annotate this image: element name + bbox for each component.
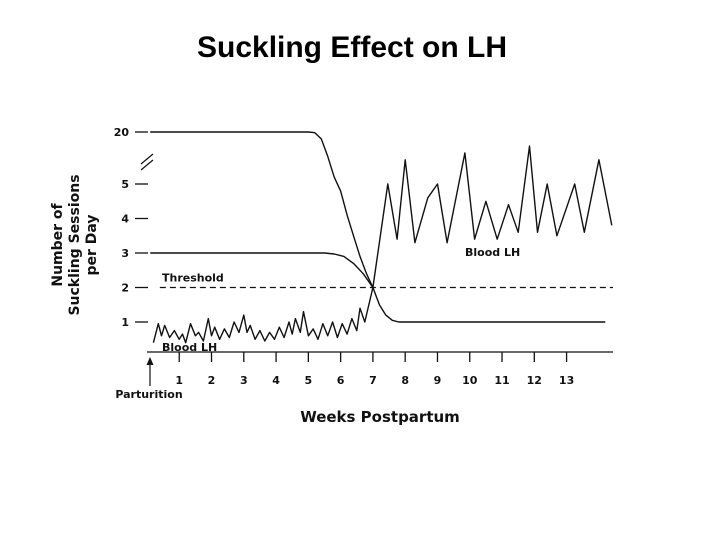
y-axis-title-line: per Day [84,214,100,275]
x-tick-label: 5 [305,374,313,387]
x-tick-label: 8 [401,374,409,387]
y-tick-label: 5 [121,178,129,191]
x-tick-label: 4 [272,374,280,387]
x-tick-label: 10 [462,374,478,387]
series-line [150,252,374,288]
series-line [150,131,606,323]
y-tick-label: 2 [121,282,129,295]
x-tick-label: 9 [434,374,442,387]
x-tick-label: 3 [240,374,248,387]
x-tick-label: 1 [175,374,183,387]
series-label: Blood LH [162,341,217,354]
x-tick-label: 12 [527,374,542,387]
y-axis-title-line: Suckling Sessions [67,174,83,315]
x-tick-label: 13 [559,374,574,387]
arrow-head [146,357,154,365]
x-tick-label: 11 [494,374,509,387]
x-tick-label: 6 [337,374,345,387]
y-axis-title-line: Number of [50,202,66,286]
y-axis-title: Number of Suckling Sessions per Day [50,174,100,315]
axis-break [140,153,154,165]
series-label: Blood LH [465,246,520,259]
y-tick-label: 4 [121,213,129,226]
parturition-label: Parturition [115,388,182,401]
threshold-label: Threshold [162,272,224,285]
y-tick-label: 20 [114,126,130,139]
axis-break [140,159,154,171]
x-tick-label: 7 [369,374,377,387]
x-tick-label: 2 [208,374,216,387]
x-axis-title: Weeks Postpartum [300,408,460,426]
chart-title: Suckling Effect on LH [197,31,507,64]
series-line [152,145,613,344]
y-tick-label: 3 [121,247,129,260]
y-tick-label: 1 [121,316,129,329]
